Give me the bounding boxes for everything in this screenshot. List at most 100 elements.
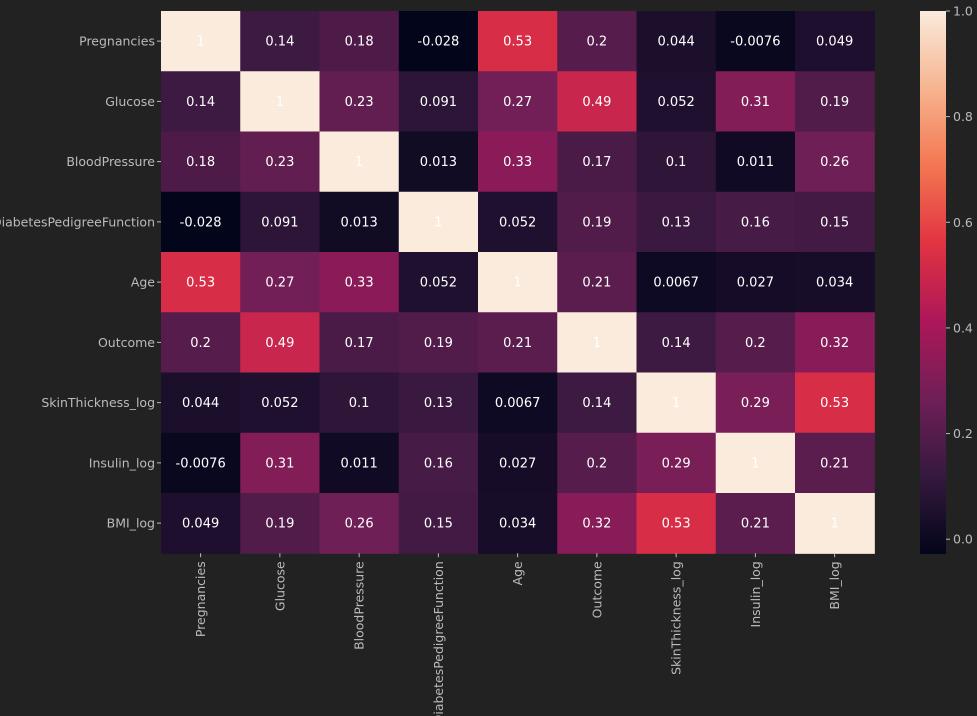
heatmap-cell [795,11,875,72]
cell-annotation: 0.16 [424,456,453,471]
cell-annotation: 0.034 [499,517,536,532]
cell-annotation: 0.21 [820,456,849,471]
heatmap-cell [319,432,400,494]
column-label: Glucose [272,561,287,611]
heatmap-cell [795,312,875,374]
heatmap-cell [795,252,875,313]
colorbar-tick-label: 0.4 [953,320,973,335]
cell-annotation: 0.052 [499,215,536,230]
heatmap-cell [557,312,638,374]
heatmap-cell [398,252,479,313]
heatmap-cell [795,372,875,434]
heatmap-cell [319,252,400,313]
cell-annotation: 1 [593,336,601,351]
cell-annotation: 0.32 [582,517,611,532]
heatmap-cell [319,493,400,554]
cell-annotation: 0.53 [662,517,691,532]
heatmap-cell [240,493,321,554]
cell-annotation: 0.14 [265,35,294,50]
heatmap-cell [478,11,558,72]
cell-annotation: 0.18 [345,35,374,50]
cell-annotation: 0.2 [190,336,211,351]
cell-annotation: 0.53 [186,276,215,291]
heatmap-cell [398,131,479,193]
cell-annotation: 0.052 [420,276,457,291]
cell-annotation: 0.21 [503,336,532,351]
cell-annotation: 1 [355,155,363,170]
heatmap-cell [715,432,796,494]
heatmap-cell [240,432,321,494]
heatmap-cell [715,191,796,253]
heatmap-cell [478,191,558,253]
heatmap-cell [240,11,321,72]
column-label: Age [510,561,525,585]
cell-annotation: -0.0076 [176,456,226,471]
cell-annotation: 0.1 [349,396,370,411]
cell-annotation: 0.31 [741,95,770,110]
cell-annotation: 0.013 [420,155,457,170]
heatmap-cell [557,493,638,554]
heatmap-cell [715,372,796,434]
cell-annotation: 0.33 [503,155,532,170]
cell-annotation: 0.1 [666,155,687,170]
cell-annotation: 0.044 [658,35,695,50]
cell-annotation: 0.2 [745,336,766,351]
heatmap-cell [478,312,558,374]
cell-annotation: 0.29 [662,456,691,471]
heatmap-cell [240,191,321,253]
cell-annotation: 0.18 [186,155,215,170]
heatmap-cell [636,71,717,133]
cell-annotation: 0.19 [265,517,294,532]
cell-annotation: 0.17 [582,155,611,170]
heatmap-cell [557,432,638,494]
heatmap-cell [636,372,717,434]
cell-annotation: 0.091 [420,95,457,110]
column-label: BMI_log [827,561,842,609]
cell-annotation: 0.53 [820,396,849,411]
cell-annotation: 0.027 [737,276,774,291]
cell-annotation: 0.29 [741,396,770,411]
heatmap-cell [319,312,400,374]
cell-annotation: 0.19 [424,336,453,351]
colorbar-tick-label: 1.0 [953,4,973,19]
heatmap-cell [398,11,479,72]
cell-annotation: 0.052 [658,95,695,110]
cell-annotation: 1 [751,456,759,471]
column-label: Pregnancies [193,561,208,637]
cell-annotation: 0.23 [345,95,374,110]
heatmap-cell [636,432,717,494]
heatmap-cell [319,191,400,253]
cell-annotation: 0.33 [345,276,374,291]
heatmap-cell [715,131,796,193]
cell-annotation: 0.26 [345,517,374,532]
heatmap-cell [557,131,638,193]
cell-annotation: 0.0067 [653,276,699,291]
heatmap-cell [161,493,241,554]
row-label: BloodPressure [66,154,155,169]
heatmap-cell [795,493,875,554]
heatmap-cell [478,131,558,193]
heatmap-cell [319,71,400,133]
cell-annotation: 0.49 [582,95,611,110]
heatmap-cell [557,372,638,434]
heatmap-cell [161,252,241,313]
row-label: Pregnancies [79,34,155,49]
heatmap-cell [161,131,241,193]
heatmap-cell [478,493,558,554]
heatmap-cell [319,372,400,434]
cell-annotation: 0.013 [341,215,378,230]
heatmap-cell [398,372,479,434]
heatmap-cell [715,312,796,374]
heatmap-cell [557,252,638,313]
cell-annotation: 0.26 [820,155,849,170]
heatmap-cell [319,131,400,193]
cell-annotation: 0.19 [582,215,611,230]
heatmap-cell [636,493,717,554]
cell-annotation: -0.028 [180,215,222,230]
column-label: BloodPressure [352,561,367,650]
heatmap-cell [240,252,321,313]
row-label: BMI_log [107,516,155,531]
cell-annotation: 1 [196,35,204,50]
column-label: DiabetesPedigreeFunction [431,561,446,716]
